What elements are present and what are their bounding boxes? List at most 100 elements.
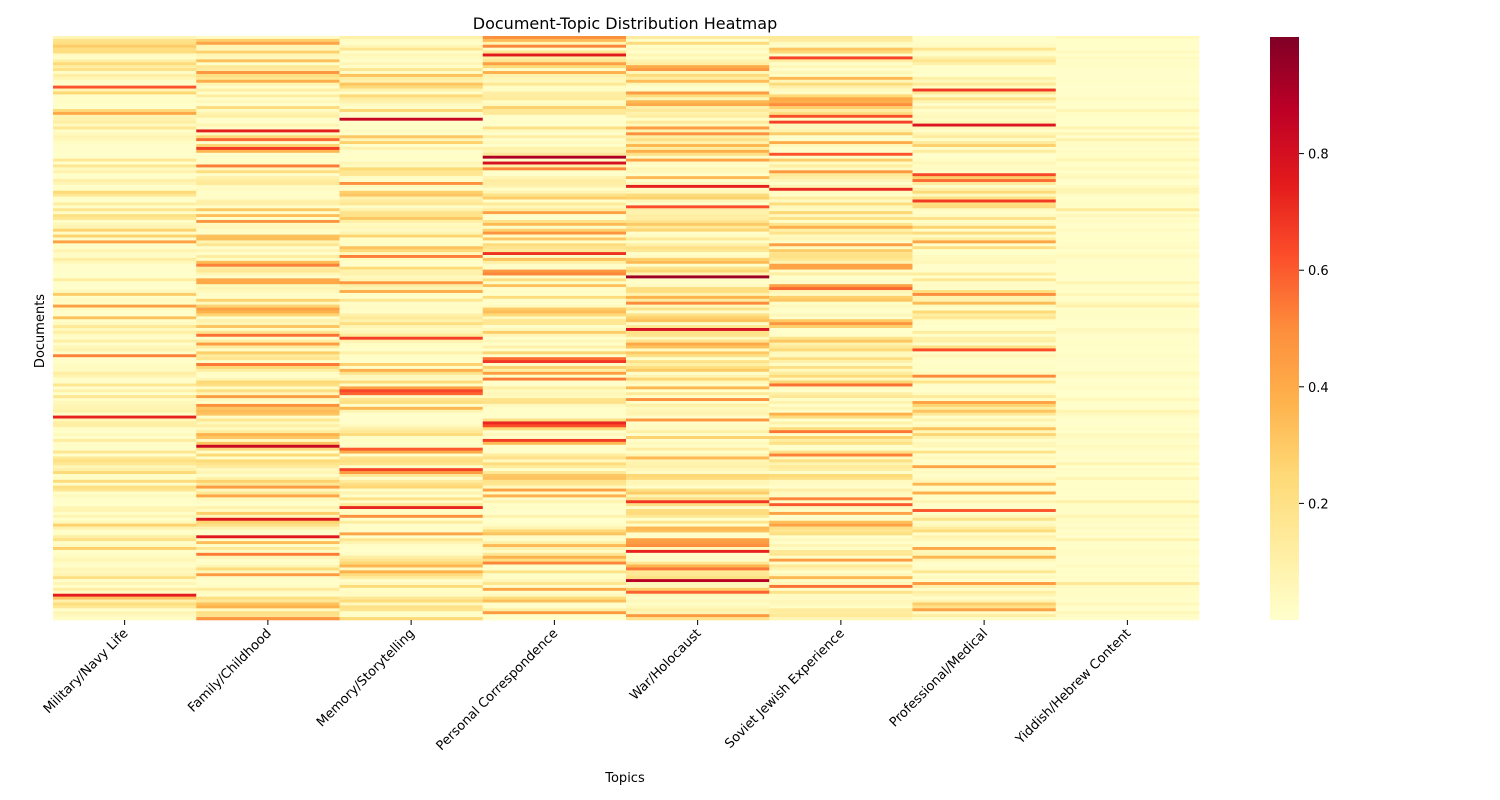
heatmap-cell — [626, 345, 770, 349]
heatmap-cell — [912, 211, 1057, 215]
heatmap-cell — [626, 240, 770, 244]
heatmap-cell — [626, 141, 770, 145]
heatmap-cell — [769, 392, 913, 396]
heatmap-cell — [1055, 281, 1200, 285]
heatmap-cell — [1055, 94, 1200, 98]
heatmap-cell — [482, 313, 627, 317]
heatmap-cell — [482, 290, 627, 294]
heatmap-cell — [769, 433, 913, 437]
heatmap-cell — [339, 135, 484, 139]
heatmap-cell — [339, 348, 484, 352]
heatmap-cell — [53, 392, 197, 396]
heatmap-cell — [339, 310, 484, 314]
heatmap-cell — [53, 266, 197, 270]
heatmap-cell — [626, 538, 770, 542]
heatmap-cell — [482, 214, 627, 218]
heatmap-cell — [1055, 336, 1200, 340]
heatmap-cell — [482, 141, 627, 145]
heatmap-cell — [769, 65, 913, 69]
heatmap-cell — [769, 298, 913, 303]
heatmap-cell — [769, 605, 913, 609]
heatmap-cell — [482, 263, 627, 267]
heatmap-cell — [339, 383, 484, 387]
heatmap-cell — [196, 319, 340, 323]
heatmap-cell — [53, 179, 197, 183]
heatmap-cell — [53, 538, 197, 542]
heatmap-cell — [912, 123, 1057, 127]
heatmap-cell — [53, 602, 197, 606]
heatmap-cell — [482, 284, 627, 288]
heatmap-cell — [339, 462, 484, 466]
heatmap-cell — [769, 549, 913, 554]
heatmap-cell — [53, 182, 197, 186]
heatmap-cell — [339, 427, 484, 431]
heatmap-cell — [1055, 149, 1200, 154]
heatmap-cell — [1055, 53, 1200, 57]
heatmap-cell — [482, 47, 627, 51]
heatmap-cell — [626, 62, 770, 66]
heatmap-cell — [626, 549, 770, 554]
heatmap-cell — [482, 459, 627, 463]
heatmap-cell — [339, 447, 484, 451]
heatmap-cell — [912, 500, 1057, 504]
heatmap-cell — [626, 360, 770, 364]
heatmap-cell — [626, 520, 770, 524]
heatmap-cell — [482, 144, 627, 148]
heatmap-cell — [769, 406, 913, 411]
heatmap-cell — [626, 173, 770, 177]
heatmap-cell — [196, 351, 340, 355]
heatmap-cell — [196, 287, 340, 291]
heatmap-cell — [482, 333, 627, 338]
heatmap-cell — [339, 255, 484, 259]
heatmap-cell — [53, 176, 197, 180]
heatmap-cell — [339, 450, 484, 454]
heatmap-cell — [53, 287, 197, 291]
heatmap-cell — [912, 354, 1057, 358]
heatmap-cell — [626, 488, 770, 492]
heatmap-cell — [626, 106, 770, 110]
heatmap-cell — [53, 386, 197, 390]
heatmap-cell — [53, 196, 197, 200]
heatmap-cell — [912, 149, 1057, 154]
heatmap-cell — [482, 573, 627, 577]
heatmap-cell — [339, 538, 484, 542]
heatmap-cell — [482, 249, 627, 253]
heatmap-cell — [626, 219, 770, 224]
heatmap-cell — [482, 193, 627, 197]
heatmap-cell — [626, 555, 770, 559]
heatmap-cell — [912, 73, 1057, 78]
heatmap-cell — [626, 298, 770, 303]
heatmap-cell — [53, 231, 197, 235]
heatmap-cell — [196, 389, 340, 393]
heatmap-cell — [53, 558, 197, 562]
heatmap-cell — [1055, 418, 1200, 422]
heatmap-cell — [196, 249, 340, 253]
heatmap-cell — [482, 547, 627, 551]
heatmap-cell — [769, 135, 913, 139]
heatmap-cell — [626, 436, 770, 440]
heatmap-cell — [482, 117, 627, 121]
heatmap-cell — [53, 295, 197, 300]
heatmap-cell — [339, 73, 484, 78]
heatmap-cell — [1055, 500, 1200, 504]
heatmap-cell — [339, 573, 484, 577]
heatmap-cell — [769, 357, 913, 361]
heatmap-cell — [339, 406, 484, 411]
heatmap-cell — [482, 301, 627, 305]
heatmap-cell — [1055, 345, 1200, 349]
heatmap-cell — [482, 73, 627, 78]
heatmap-cell — [769, 371, 913, 376]
heatmap-cell — [196, 576, 340, 580]
heatmap-cell — [769, 310, 913, 314]
heatmap-cell — [1055, 403, 1200, 408]
heatmap-cell — [339, 260, 484, 265]
heatmap-cell — [53, 360, 197, 364]
heatmap-cell — [769, 403, 913, 408]
heatmap-cell — [912, 94, 1057, 98]
heatmap-cell — [626, 485, 770, 489]
heatmap-cell — [53, 307, 197, 311]
heatmap-cell — [196, 263, 340, 267]
heatmap-cell — [626, 234, 770, 238]
heatmap-cell — [339, 88, 484, 92]
heatmap-cell — [53, 62, 197, 66]
